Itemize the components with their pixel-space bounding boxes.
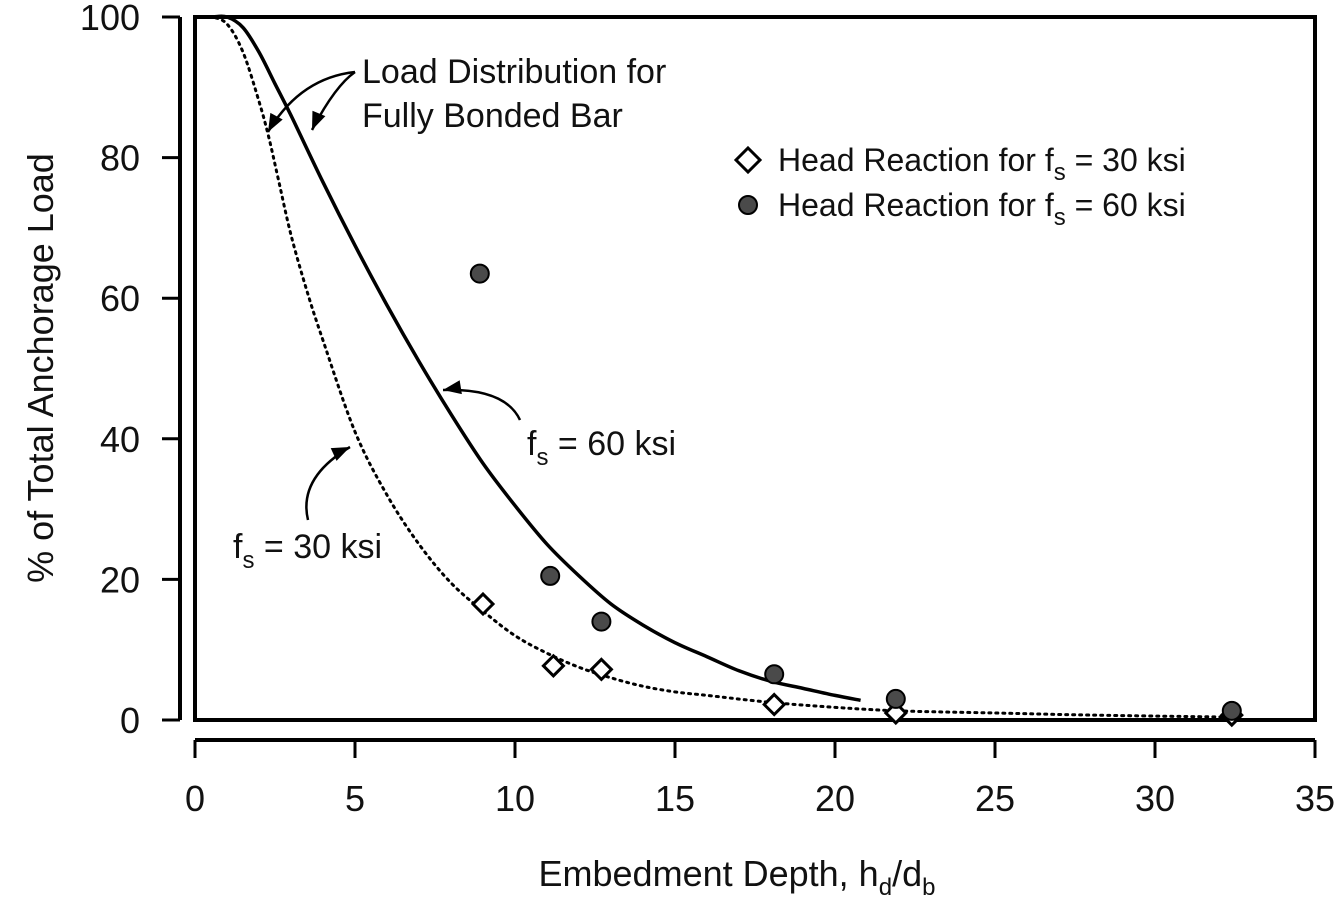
curves <box>193 14 1237 719</box>
legend-label-30ksi: Head Reaction for fs = 30 ksi <box>778 142 1186 186</box>
markers <box>469 263 1244 728</box>
marker-30ksi-0 <box>470 591 496 617</box>
x-axis-title: Embedment Depth, hd/db <box>539 853 936 901</box>
y-tick-label-40: 40 <box>100 419 140 460</box>
annotation-load-distribution-line1: Load Distribution for <box>362 53 666 91</box>
marker-60ksi-1 <box>540 565 561 586</box>
x-tick-label-0: 0 <box>185 778 205 819</box>
annotation-arrows <box>266 70 522 521</box>
curve-60ksi-fully-bonded <box>195 14 861 703</box>
x-tick-label-5: 5 <box>345 778 365 819</box>
x-tick-label-30: 30 <box>1135 778 1175 819</box>
arrow-fs30-head <box>330 447 350 461</box>
x-axis: 0 5 10 15 20 25 30 35 <box>185 738 1335 819</box>
y-axis: 0 20 40 60 80 100 <box>80 0 182 741</box>
legend-marker-open-diamond <box>733 145 763 175</box>
x-tick-label-15: 15 <box>655 778 695 819</box>
arrow-load-dist-dotted-shaft <box>266 70 356 133</box>
y-tick-label-60: 60 <box>100 278 140 319</box>
marker-30ksi-3 <box>762 692 787 717</box>
marker-30ksi-2 <box>589 657 614 682</box>
y-axis-title: % of Total Anchorage Load <box>20 153 61 583</box>
annotation-fs60: fs = 60 ksi <box>527 425 676 471</box>
y-tick-label-20: 20 <box>100 559 140 600</box>
arrow-fs60-shaft <box>442 388 522 421</box>
arrow-fs60-head <box>443 380 462 395</box>
marker-60ksi-5 <box>1221 700 1242 721</box>
plot-frame <box>193 15 1317 722</box>
x-tick-label-35: 35 <box>1295 778 1335 819</box>
legend: Head Reaction for fs = 30 ksi Head React… <box>733 142 1186 231</box>
annotation-fs30: fs = 30 ksi <box>233 528 382 574</box>
y-tick-label-100: 100 <box>80 0 140 38</box>
legend-marker-filled-circle <box>738 195 758 215</box>
marker-60ksi-0 <box>469 263 490 284</box>
legend-item-60ksi: Head Reaction for fs = 60 ksi <box>738 187 1186 231</box>
arrow-load-dist-dotted-head <box>268 112 283 132</box>
x-tick-label-20: 20 <box>815 778 855 819</box>
legend-label-60ksi: Head Reaction for fs = 60 ksi <box>778 187 1186 231</box>
x-tick-label-10: 10 <box>495 778 535 819</box>
marker-30ksi-4 <box>883 700 908 726</box>
marker-60ksi-4 <box>885 688 906 709</box>
arrow-load-dist-solid-head <box>312 110 326 130</box>
y-tick-label-0: 0 <box>120 700 140 741</box>
marker-60ksi-3 <box>764 664 785 685</box>
legend-item-30ksi: Head Reaction for fs = 30 ksi <box>733 142 1186 186</box>
annotations: Load Distribution for Fully Bonded Bar f… <box>233 53 676 574</box>
marker-60ksi-2 <box>591 611 612 632</box>
arrow-fs30-shaft <box>305 445 351 521</box>
y-tick-label-80: 80 <box>100 138 140 179</box>
curve-30ksi-fully-bonded <box>193 14 1237 719</box>
marker-30ksi-1 <box>541 653 566 678</box>
plot-border <box>193 15 1317 722</box>
annotation-load-distribution-line2: Fully Bonded Bar <box>362 97 623 135</box>
x-tick-label-25: 25 <box>975 778 1015 819</box>
